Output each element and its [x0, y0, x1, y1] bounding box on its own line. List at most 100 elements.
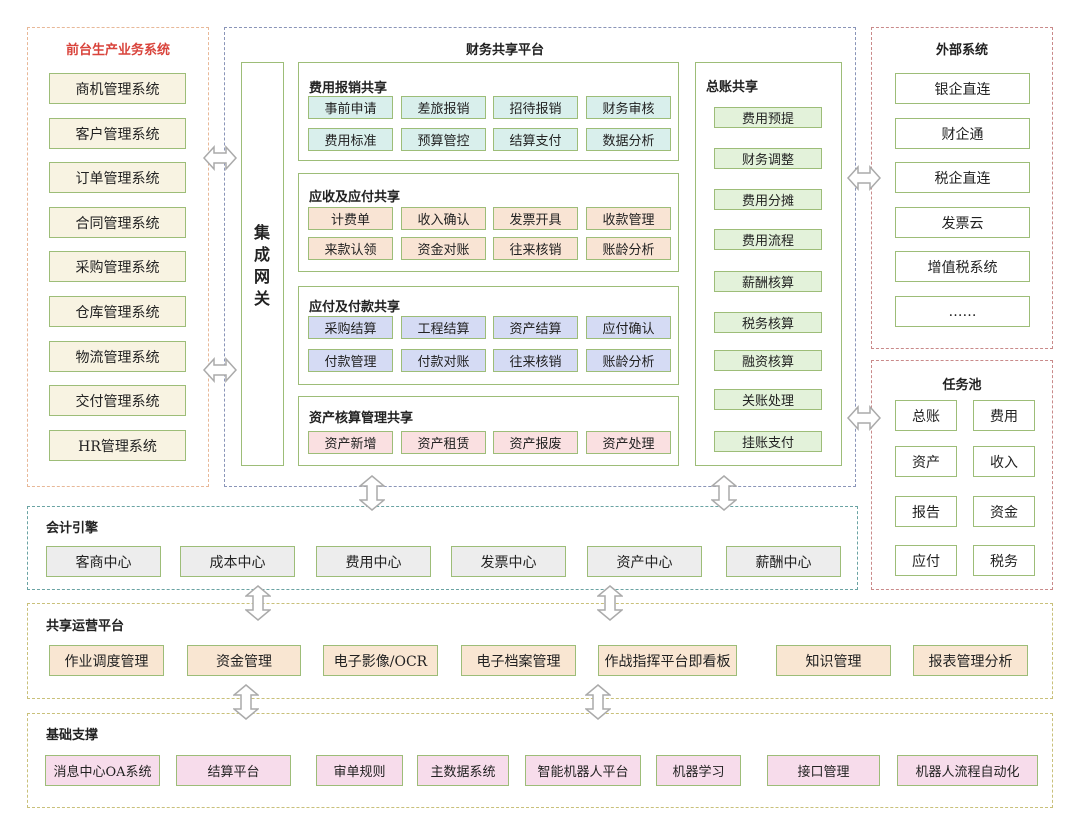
- shared-ops-panel: [27, 603, 1053, 699]
- double-arrow-icon: [847, 405, 881, 431]
- task-pool-item: 应付: [895, 545, 957, 576]
- engine-item: 资产中心: [587, 546, 702, 577]
- section-item: 资金对账: [401, 237, 486, 260]
- ledger-item: 挂账支付: [714, 431, 822, 452]
- finance-platform-title: 财务共享平台: [465, 43, 545, 58]
- section-item: 财务审核: [586, 96, 671, 119]
- ledger-item: 薪酬核算: [714, 271, 822, 292]
- task-pool-item: 报告: [895, 496, 957, 527]
- foundation-item: 智能机器人平台: [525, 755, 641, 786]
- task-pool-item: 税务: [973, 545, 1035, 576]
- double-arrow-icon: [847, 165, 881, 191]
- section-item: 资产新增: [308, 431, 393, 454]
- section-item: 发票开具: [493, 207, 578, 230]
- section-item: 计费单: [308, 207, 393, 230]
- ops-item: 作战指挥平台即看板: [598, 645, 737, 676]
- front-system-item: 商机管理系统: [49, 73, 186, 104]
- section-item: 收入确认: [401, 207, 486, 230]
- ops-item: 报表管理分析: [913, 645, 1028, 676]
- ops-item: 作业调度管理: [49, 645, 164, 676]
- double-arrow-icon: [245, 585, 271, 621]
- task-pool-item: 资金: [973, 496, 1035, 527]
- ops-item: 电子影像/OCR: [323, 645, 438, 676]
- foundation-item: 机器人流程自动化: [897, 755, 1038, 786]
- front-systems-title: 前台生产业务系统: [65, 43, 171, 58]
- front-system-item: 客户管理系统: [49, 118, 186, 149]
- section-item: 费用标准: [308, 128, 393, 151]
- front-system-item: 交付管理系统: [49, 385, 186, 416]
- double-arrow-icon: [585, 684, 611, 720]
- engine-item: 费用中心: [316, 546, 431, 577]
- foundation-item: 接口管理: [767, 755, 880, 786]
- section-item: 来款认领: [308, 237, 393, 260]
- front-system-item: 合同管理系统: [49, 207, 186, 238]
- integration-gateway: [241, 62, 284, 466]
- integration-gateway-label: 集成网关: [254, 223, 271, 308]
- task-pool-panel: [871, 360, 1053, 590]
- section-item: 往来核销: [493, 237, 578, 260]
- section-item: 招待报销: [493, 96, 578, 119]
- ledger-item: 财务调整: [714, 148, 822, 169]
- finance-platform-panel: [224, 27, 856, 487]
- ledger-item: 融资核算: [714, 350, 822, 371]
- foundation-title: 基础支撑: [46, 728, 99, 743]
- ledger-item: 费用预提: [714, 107, 822, 128]
- section-item: 往来核销: [493, 349, 578, 372]
- section-item: 数据分析: [586, 128, 671, 151]
- ops-item: 资金管理: [187, 645, 301, 676]
- task-pool-title: 任务池: [942, 378, 982, 393]
- engine-item: 发票中心: [451, 546, 566, 577]
- foundation-item: 审单规则: [316, 755, 403, 786]
- engine-item: 薪酬中心: [726, 546, 841, 577]
- section-item: 收款管理: [586, 207, 671, 230]
- section-item: 事前申请: [308, 96, 393, 119]
- double-arrow-icon: [233, 684, 259, 720]
- ops-item: 电子档案管理: [461, 645, 576, 676]
- double-arrow-icon: [711, 475, 737, 511]
- external-system-item: ……: [895, 296, 1030, 327]
- engine-item: 客商中心: [46, 546, 161, 577]
- external-system-item: 发票云: [895, 207, 1030, 238]
- engine-item: 成本中心: [180, 546, 295, 577]
- section-item: 资产处理: [586, 431, 671, 454]
- ledger-item: 税务核算: [714, 312, 822, 333]
- front-system-item: 物流管理系统: [49, 341, 186, 372]
- external-system-item: 税企直连: [895, 162, 1030, 193]
- task-pool-item: 收入: [973, 446, 1035, 477]
- task-pool-item: 总账: [895, 400, 957, 431]
- front-system-item: 仓库管理系统: [49, 296, 186, 327]
- section-item: 应付确认: [586, 316, 671, 339]
- section-item: 差旅报销: [401, 96, 486, 119]
- general-ledger-title: 总账共享: [706, 80, 759, 95]
- double-arrow-icon: [203, 357, 237, 383]
- double-arrow-icon: [597, 585, 623, 621]
- task-pool-item: 费用: [973, 400, 1035, 431]
- foundation-item: 机器学习: [656, 755, 741, 786]
- front-system-item: HR管理系统: [49, 430, 186, 461]
- foundation-panel: [27, 713, 1053, 808]
- section-title: 应付及付款共享: [309, 300, 401, 315]
- section-item: 付款管理: [308, 349, 393, 372]
- section-item: 账龄分析: [586, 237, 671, 260]
- section-item: 采购结算: [308, 316, 393, 339]
- external-systems-title: 外部系统: [935, 43, 989, 58]
- section-title: 资产核算管理共享: [309, 411, 414, 426]
- section-title: 应收及应付共享: [309, 190, 401, 205]
- double-arrow-icon: [359, 475, 385, 511]
- double-arrow-icon: [203, 145, 237, 171]
- front-system-item: 订单管理系统: [49, 162, 186, 193]
- foundation-item: 主数据系统: [417, 755, 509, 786]
- task-pool-item: 资产: [895, 446, 957, 477]
- section-item: 结算支付: [493, 128, 578, 151]
- foundation-item: 消息中心OA系统: [45, 755, 160, 786]
- foundation-item: 结算平台: [176, 755, 291, 786]
- ops-item: 知识管理: [776, 645, 891, 676]
- section-item: 资产租赁: [401, 431, 486, 454]
- section-item: 账龄分析: [586, 349, 671, 372]
- ledger-item: 费用流程: [714, 229, 822, 250]
- section-item: 资产报废: [493, 431, 578, 454]
- section-item: 资产结算: [493, 316, 578, 339]
- accounting-engine-panel: [27, 506, 858, 590]
- shared-ops-title: 共享运营平台: [46, 619, 125, 634]
